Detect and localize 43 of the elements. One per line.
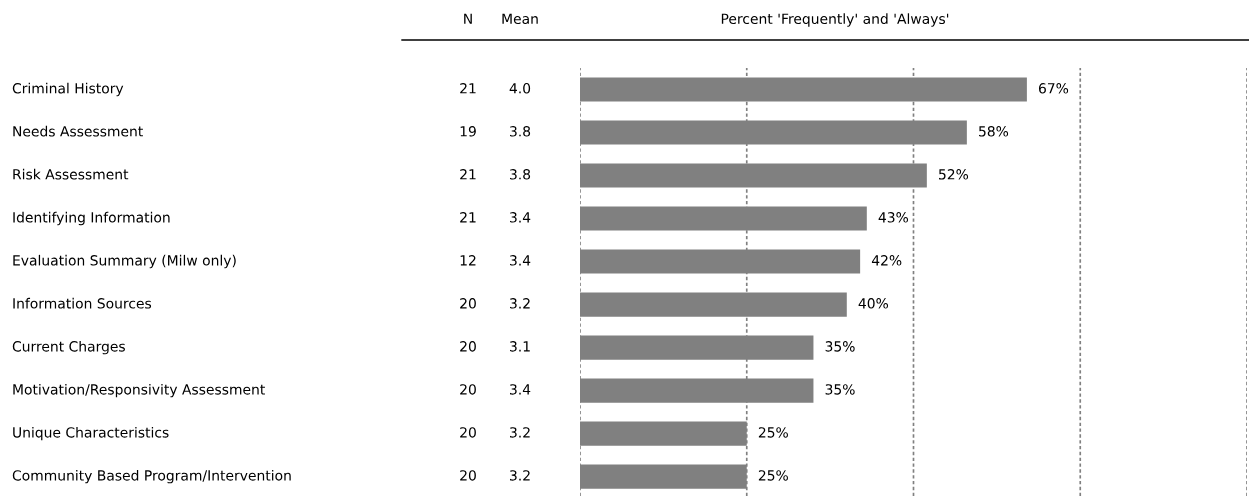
chart-title: Percent 'Frequently' and 'Always' (721, 13, 949, 27)
text: 3.4 (510, 212, 531, 223)
text: 19 (460, 126, 476, 137)
text: N (464, 13, 472, 24)
data-label: 52% (939, 169, 969, 180)
data-label: 35% (825, 341, 855, 352)
y-tick-label: Community Based Program/Intervention (12, 469, 291, 484)
text: 20 (460, 470, 476, 481)
text: 20 (460, 298, 476, 309)
y-tick-label: Unique Characteristics (13, 426, 169, 441)
text: 3.4 (510, 384, 531, 395)
text: 21 (460, 212, 476, 223)
y-tick-label: Criminal History (12, 82, 124, 97)
text: 3.2 (510, 298, 530, 309)
text: 20 (460, 384, 476, 395)
text: 12 (460, 255, 476, 266)
y-tick-label: Evaluation Summary (Milw only) (13, 254, 236, 269)
text: Mean (502, 13, 538, 25)
data-label: 35% (825, 384, 855, 395)
text: 20 (460, 427, 476, 438)
text: 3.2 (510, 470, 530, 481)
y-tick-label: Identifying Information (13, 211, 170, 226)
text: 21 (460, 83, 476, 94)
text: 3.8 (510, 126, 531, 137)
y-tick-label: Motivation/Responsivity Assessment (13, 383, 265, 398)
data-label: 40% (858, 298, 889, 309)
text: 21 (460, 169, 476, 180)
y-tick-label: Needs Assessment (13, 125, 143, 137)
text: 3.2 (510, 427, 530, 438)
text: 3.8 (510, 169, 531, 180)
text: 4.0 (509, 83, 531, 94)
y-tick-label: Current Charges (12, 340, 125, 355)
data-label: 67% (1038, 83, 1069, 94)
data-label: 43% (878, 212, 909, 223)
text: 20 (460, 341, 476, 352)
data-label: 42% (871, 255, 902, 266)
text: 3.4 (510, 255, 531, 266)
y-tick-label: Risk Assessment (13, 168, 129, 180)
text: 3.1 (510, 341, 530, 352)
data-label: 25% (758, 427, 788, 438)
y-tick-label: Information Sources (13, 297, 152, 309)
data-label: 58% (979, 126, 1009, 137)
data-label: 25% (758, 470, 788, 481)
